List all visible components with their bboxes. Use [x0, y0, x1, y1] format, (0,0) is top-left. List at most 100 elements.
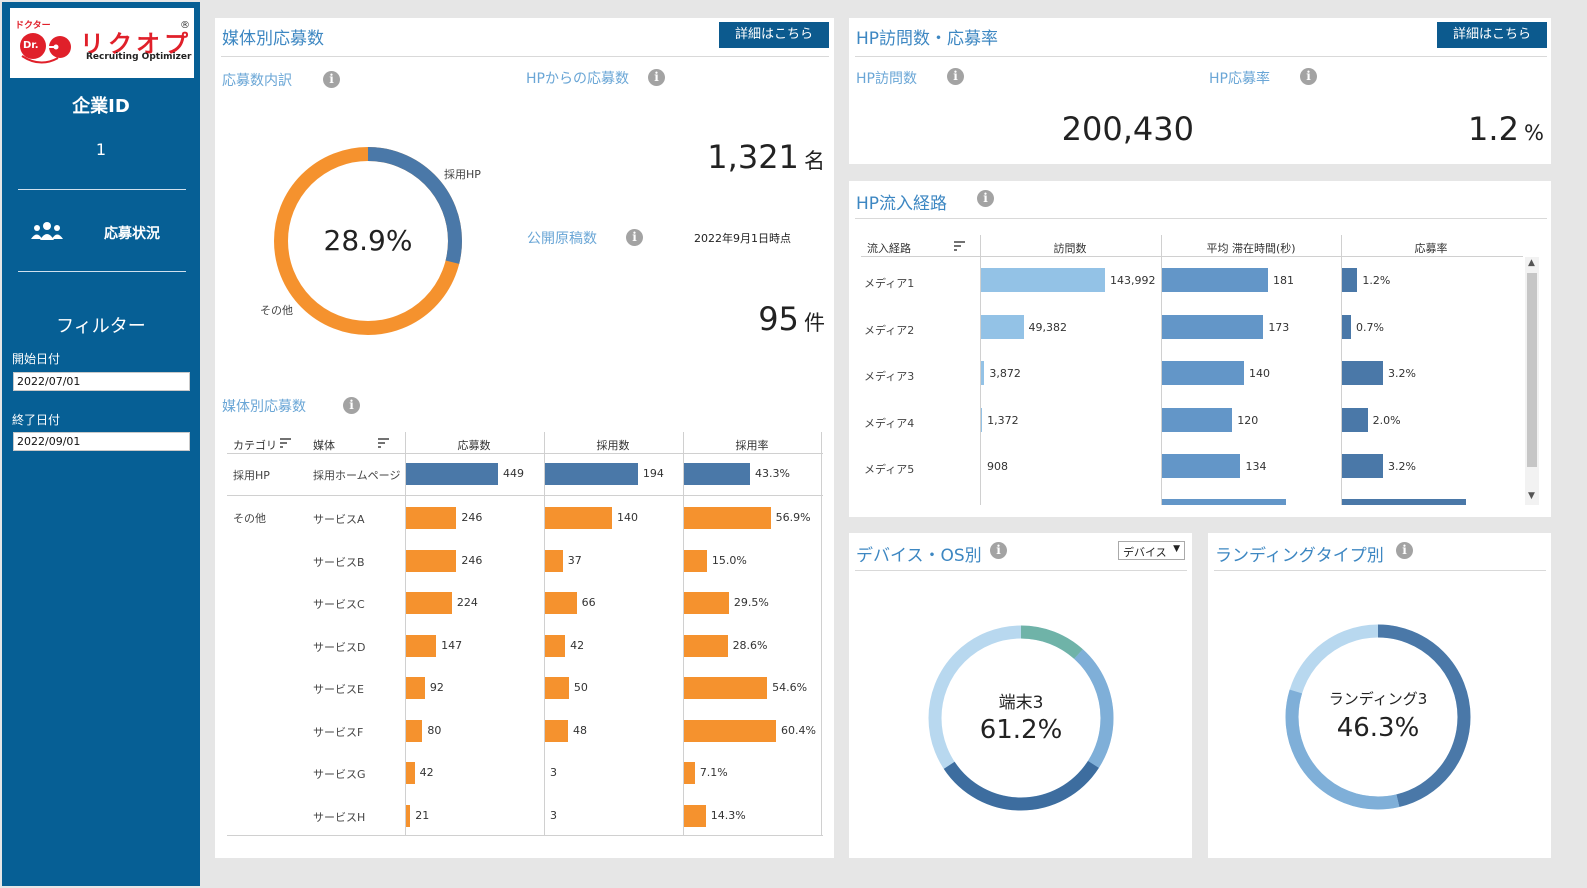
table-row[interactable]: 採用HP 採用ホームページ 449 194 43.3%	[227, 458, 823, 490]
col-header-stay[interactable]: 平均 滞在時間(秒)	[1206, 242, 1296, 255]
info-icon[interactable]: i	[990, 542, 1007, 559]
device-title: デバイス・OS別	[856, 546, 982, 566]
bar-stay	[1162, 454, 1241, 478]
landing-donut-chart	[1285, 624, 1471, 810]
start-date-label: 開始日付	[12, 352, 61, 366]
table-row[interactable]: サービスG 42 3 7.1%	[227, 757, 823, 789]
bar-label-stay: 120	[1237, 413, 1259, 427]
table-row[interactable]: サービスH 21 3 14.3%	[227, 800, 823, 832]
table-row[interactable]: サービスB 246 37 15.0%	[227, 545, 823, 577]
col-header-rate[interactable]: 採用率	[735, 439, 769, 452]
bar-apps	[406, 592, 452, 614]
hp-apps-kpi: 1,321 名	[645, 138, 825, 176]
divider	[1161, 235, 1162, 505]
scroll-up-icon[interactable]: ▲	[1528, 258, 1535, 268]
bar-rate	[684, 804, 706, 827]
bar-rate-partial	[1342, 499, 1466, 505]
scrollbar[interactable]: ▲ ▼	[1525, 257, 1539, 505]
logo-brand: リクオプ	[80, 30, 192, 58]
col-header-route[interactable]: 流入経路	[867, 242, 911, 255]
bar-rate	[684, 719, 776, 742]
users-icon	[31, 222, 63, 240]
col-header-hires[interactable]: 採用数	[596, 439, 630, 452]
device-select[interactable]: デバイス ▼	[1118, 541, 1185, 560]
bar-apps	[406, 804, 411, 827]
bar-stay-partial	[1162, 499, 1286, 505]
bar-label-hires: 194	[642, 467, 664, 480]
bar-label-stay: 134	[1245, 460, 1267, 473]
posts-kpi: 95 件	[655, 300, 825, 338]
bar-rate	[1342, 454, 1383, 478]
divider	[227, 495, 823, 496]
table-row[interactable]: メディア1 143,992 181 1.2%	[861, 268, 1523, 294]
end-date-input[interactable]: 2022/09/01	[13, 432, 190, 451]
table-row[interactable]: メディア2 49,382 173 0.7%	[861, 314, 1523, 341]
bar-label-apps: 246	[461, 553, 483, 567]
bar-hires	[545, 549, 563, 572]
col-header-visits[interactable]: 訪問数	[1053, 242, 1087, 255]
divider	[855, 218, 1547, 219]
sort-icon[interactable]	[954, 241, 965, 251]
device-donut-chart	[928, 625, 1114, 811]
sort-icon[interactable]	[280, 438, 291, 448]
bar-visits	[981, 268, 1105, 292]
bar-apps	[406, 549, 457, 572]
divider	[405, 432, 406, 835]
hp-apps-value: 1,321	[707, 138, 799, 176]
info-icon[interactable]: i	[323, 71, 340, 88]
company-id-value: 1	[95, 140, 107, 159]
table-row[interactable]: メディア3 3,872 140 3.2%	[861, 361, 1523, 387]
info-icon[interactable]: i	[1300, 68, 1317, 85]
breakdown-label: 応募数内訳	[222, 73, 292, 89]
col-header-rate[interactable]: 応募率	[1414, 242, 1448, 255]
chevron-down-icon: ▼	[1173, 544, 1180, 554]
bar-apps	[406, 463, 498, 485]
donut-label-hp: 採用HP	[444, 168, 481, 181]
hp-apps-label: HPからの応募数	[526, 71, 629, 87]
bar-label-visits: 49,382	[1028, 320, 1068, 334]
bar-rate	[684, 592, 729, 614]
media-detail-button[interactable]: 詳細はこちら	[719, 22, 829, 48]
logo-top-text: ドクター	[15, 21, 51, 31]
logo-dr: Dr.	[23, 40, 39, 51]
sort-icon[interactable]	[378, 438, 389, 448]
scrollbar-thumb[interactable]	[1527, 273, 1537, 467]
divider	[683, 432, 684, 835]
logo-mark-icon	[20, 33, 71, 64]
table-row[interactable]: サービスD 147 42 28.6%	[227, 630, 823, 662]
bar-label-rate: 1.2%	[1362, 274, 1391, 287]
hp-visits-detail-button[interactable]: 詳細はこちら	[1437, 22, 1547, 48]
info-icon[interactable]: i	[977, 190, 994, 207]
info-icon[interactable]: i	[1396, 542, 1413, 559]
table-row[interactable]: メディア4 1,372 120 2.0%	[861, 407, 1523, 434]
table-row[interactable]: サービスF 80 48 60.4%	[227, 715, 823, 747]
bar-stay	[1162, 314, 1264, 339]
landing-panel: ランディングタイプ別 i ランディング3 46.3%	[1208, 533, 1551, 858]
bar-apps	[406, 762, 415, 784]
col-header-apps[interactable]: 応募数	[457, 439, 491, 452]
bar-hires	[545, 719, 568, 742]
bar-label-stay: 140	[1248, 367, 1270, 380]
posts-label: 公開原稿数	[527, 231, 597, 247]
bar-hires	[545, 463, 638, 485]
cell-media: サービスF	[313, 725, 364, 739]
app-logo[interactable]: ドクター Dr. リクオプ ® Recruiting Optimizer	[10, 8, 194, 78]
table-row[interactable]: サービスC 224 66 29.5%	[227, 587, 823, 619]
posts-value: 95	[758, 300, 799, 338]
table-row[interactable]: メディア5 908 134 3.2%	[861, 454, 1523, 480]
info-icon[interactable]: i	[343, 397, 360, 414]
bar-label-rate: 7.1%	[699, 766, 728, 779]
scroll-down-icon[interactable]: ▼	[1528, 491, 1535, 501]
nav-item-applications[interactable]: 応募状況	[2, 210, 200, 254]
table-row[interactable]: サービスE 92 50 54.6%	[227, 672, 823, 704]
bar-label-rate: 28.6%	[732, 638, 768, 652]
table-row[interactable]: サービスA 246 140 56.9%	[227, 502, 823, 534]
bar-rate	[1342, 407, 1368, 432]
info-icon[interactable]: i	[947, 68, 964, 85]
divider	[544, 432, 545, 835]
col-header-category[interactable]: カテゴリ	[233, 439, 277, 452]
start-date-input[interactable]: 2022/07/01	[13, 372, 190, 391]
info-icon[interactable]: i	[626, 229, 643, 246]
col-header-media[interactable]: 媒体	[313, 439, 335, 452]
info-icon[interactable]: i	[648, 69, 665, 86]
